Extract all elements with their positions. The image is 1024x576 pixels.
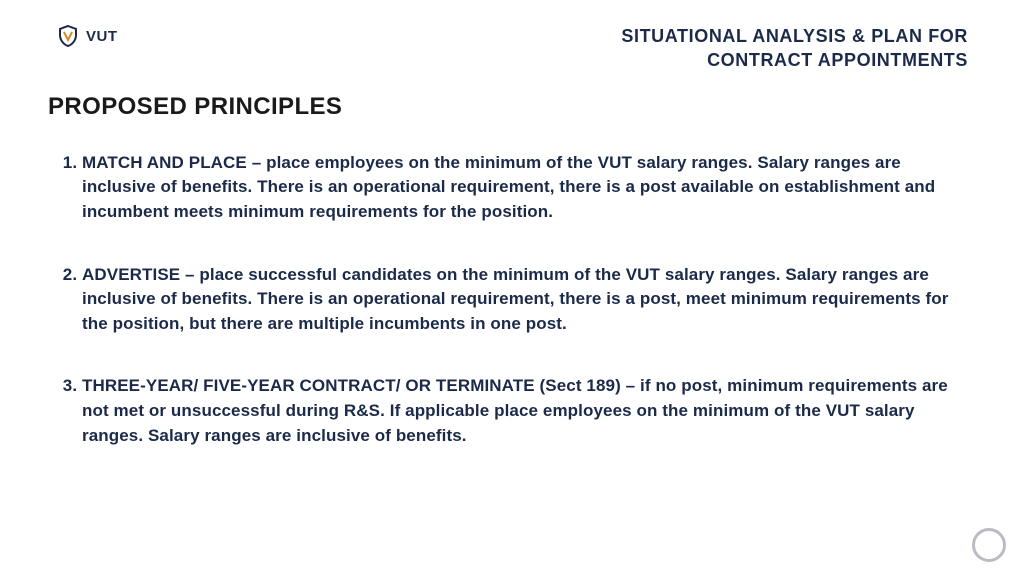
list-item: MATCH AND PLACE – place employees on the… xyxy=(82,151,968,225)
header-title-line2: CONTRACT APPOINTMENTS xyxy=(621,48,968,72)
principle-lead: MATCH AND PLACE xyxy=(82,153,247,172)
list-item: THREE-YEAR/ FIVE-YEAR CONTRACT/ OR TERMI… xyxy=(82,374,968,448)
list-item: ADVERTISE – place successful candidates … xyxy=(82,263,968,337)
slide-header: VUT SITUATIONAL ANALYSIS & PLAN FOR CONT… xyxy=(0,0,1024,73)
vut-shield-icon xyxy=(56,24,80,48)
slide-number-circle-icon xyxy=(972,528,1006,562)
principle-body: – place successful candidates on the min… xyxy=(82,265,948,333)
principle-lead: ADVERTISE xyxy=(82,265,180,284)
principle-lead: THREE-YEAR/ FIVE-YEAR CONTRACT/ OR TERMI… xyxy=(82,376,621,395)
brand-name: VUT xyxy=(86,28,118,45)
brand-logo: VUT xyxy=(56,24,118,48)
principles-list: MATCH AND PLACE – place employees on the… xyxy=(56,151,968,449)
section-title: PROPOSED PRINCIPLES xyxy=(48,93,1024,121)
slide-header-title: SITUATIONAL ANALYSIS & PLAN FOR CONTRACT… xyxy=(621,24,968,73)
header-title-line1: SITUATIONAL ANALYSIS & PLAN FOR xyxy=(621,24,968,48)
